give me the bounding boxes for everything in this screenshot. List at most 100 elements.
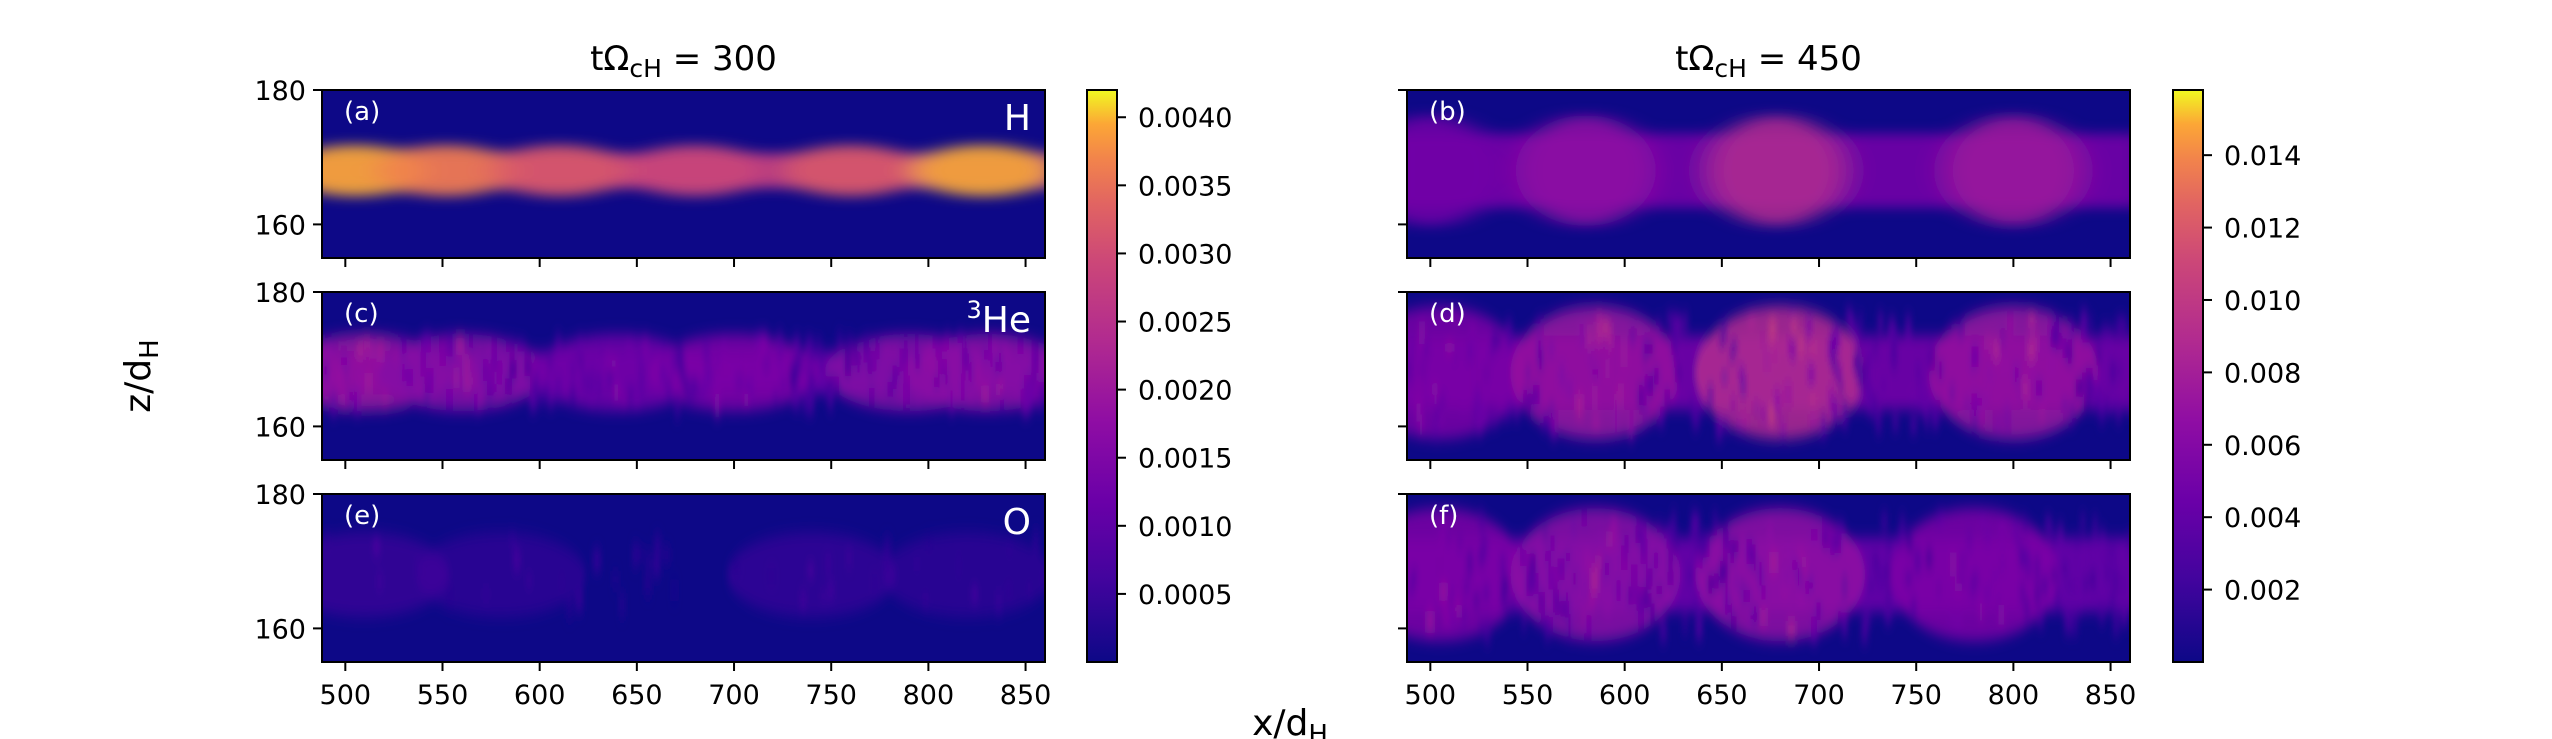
heatmap-streak <box>324 364 329 377</box>
heatmap-streak <box>1526 366 1530 380</box>
heatmap-streak <box>1618 383 1624 399</box>
heatmap-streak <box>1656 584 1663 596</box>
heatmap-streak <box>1471 382 1476 403</box>
heatmap-streak <box>705 357 710 378</box>
heatmap-streak <box>2070 401 2074 426</box>
heatmap-streak <box>957 332 964 344</box>
heatmap-streak <box>1867 349 1872 369</box>
heatmap-streak <box>1791 316 1796 340</box>
heatmap-blob <box>912 144 1045 197</box>
heatmap-streak <box>1861 617 1868 643</box>
heatmap-streak <box>1537 336 1542 358</box>
heatmap-streak <box>1597 528 1603 551</box>
heatmap-streak <box>809 390 814 413</box>
heatmap-streak <box>987 343 993 361</box>
colorbar-tick-label: 0.002 <box>2224 576 2301 607</box>
heatmap-streak <box>1000 337 1007 357</box>
heatmap-streak <box>2080 514 2085 530</box>
heatmap-streak <box>2114 568 2119 594</box>
heatmap-streak <box>1831 327 1839 352</box>
heatmap-streak <box>1412 389 1418 404</box>
heatmap-streak <box>678 361 685 382</box>
heatmap-streak <box>1781 339 1786 350</box>
heatmap-streak <box>968 362 974 383</box>
heatmap-streak <box>376 349 380 374</box>
heatmap-streak <box>2014 366 2019 383</box>
heatmap-streak <box>400 337 407 354</box>
heatmap-streak <box>1592 415 1600 430</box>
heatmap-streak <box>505 378 512 394</box>
panel-tag-label: (b) <box>1429 97 1466 127</box>
heatmap-streak <box>357 341 363 358</box>
heatmap-streak <box>1446 342 1453 354</box>
heatmap-streak <box>1614 405 1618 432</box>
heatmap-streak <box>1769 317 1776 343</box>
heatmap-streak <box>1409 582 1414 598</box>
heatmap-streak <box>1635 519 1641 535</box>
heatmap-streak <box>970 385 975 398</box>
heatmap-streak <box>1624 535 1629 553</box>
heatmap-streak <box>2092 379 2098 402</box>
heatmap-streak <box>2107 325 2112 345</box>
heatmap-streak <box>1440 394 1446 407</box>
heatmap-streak <box>487 373 494 395</box>
heatmap-streak <box>1596 311 1603 329</box>
heatmap-streak <box>1438 520 1445 532</box>
heatmap-streak <box>925 536 933 549</box>
heatmap-streak <box>2110 360 2116 384</box>
heatmap-streak <box>513 548 520 572</box>
heatmap-streak <box>2113 613 2119 635</box>
panel-tag-label: (d) <box>1429 299 1466 329</box>
colorbar-gradient <box>2172 89 2204 663</box>
heatmap-streak <box>1991 568 1998 584</box>
heatmap-streak <box>703 340 710 359</box>
heatmap-streak <box>555 377 562 404</box>
heatmap-streak <box>1973 416 1978 431</box>
heatmap-streak <box>1955 614 1962 631</box>
heatmap-streak <box>805 336 812 352</box>
heatmap-streak <box>821 357 826 374</box>
heatmap-streak <box>1758 562 1763 586</box>
heatmap-streak <box>1494 406 1499 428</box>
heatmap-streak <box>1971 345 1979 368</box>
heatmap-streak <box>2027 337 2035 362</box>
heatmap-streak <box>995 352 1002 374</box>
heatmap-streak <box>1978 603 1983 621</box>
heatmap-streak <box>2125 390 2130 413</box>
heatmap-streak <box>2041 575 2048 597</box>
heatmap-streak <box>1960 554 1966 568</box>
heatmap-streak <box>1937 399 1941 422</box>
heatmap-streak <box>548 391 554 409</box>
heatmap-streak <box>346 390 351 402</box>
heatmap-streak <box>2061 562 2069 574</box>
heatmap-streak <box>354 389 360 415</box>
heatmap-streak <box>1579 324 1586 346</box>
colorbar-tick-label: 0.0025 <box>1138 308 1232 339</box>
column-title-1: tΩcH = 300 <box>590 39 777 83</box>
heatmap-streak <box>497 360 503 385</box>
heatmap-streak <box>1886 587 1891 612</box>
heatmap-streak <box>821 591 827 602</box>
heatmap-streak <box>1897 530 1904 549</box>
heatmap-field <box>322 530 1045 619</box>
heatmap-streak <box>1799 332 1803 356</box>
heatmap-streak <box>2122 318 2129 332</box>
heatmap-streak <box>1810 340 1816 357</box>
heatmap-streak <box>802 386 806 411</box>
heatmap-streak <box>1536 317 1543 329</box>
heatmap-streak <box>1470 339 1477 351</box>
heatmap-streak <box>965 375 972 386</box>
heatmap-streak <box>1713 573 1720 589</box>
heatmap-streak <box>1548 566 1555 590</box>
heatmap-streak <box>1722 371 1727 384</box>
heatmap-streak <box>1522 615 1526 631</box>
heatmap-streak <box>358 370 365 395</box>
heatmap-streak <box>1730 539 1735 564</box>
title-subscript: cH <box>629 54 662 83</box>
heatmap-streak <box>663 547 670 563</box>
heatmap-streak <box>1550 535 1556 551</box>
heatmap-streak <box>510 531 515 549</box>
x-tick-label: 600 <box>1599 680 1651 711</box>
heatmap-streak <box>1549 402 1554 416</box>
